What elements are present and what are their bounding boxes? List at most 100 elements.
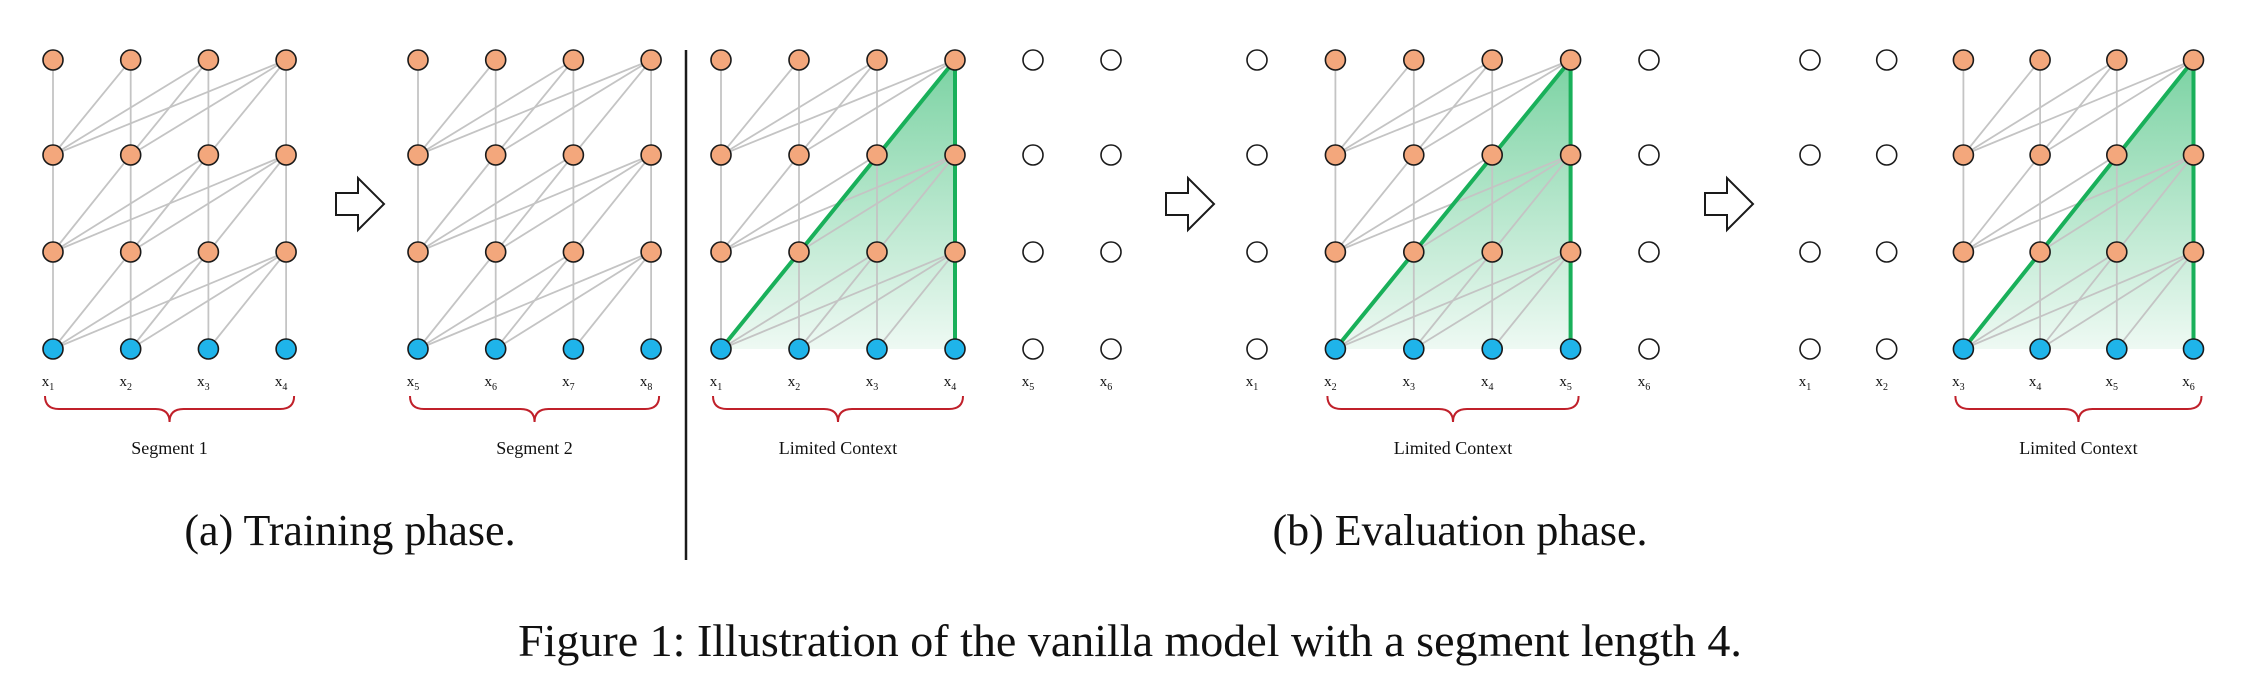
empty-node xyxy=(1101,339,1121,359)
hidden-node xyxy=(1325,242,1345,262)
hidden-node xyxy=(2107,242,2127,262)
edge xyxy=(53,60,286,155)
hidden-node xyxy=(1404,242,1424,262)
hidden-node xyxy=(867,50,887,70)
edge xyxy=(418,252,651,349)
edge xyxy=(208,60,286,155)
empty-node xyxy=(1247,50,1267,70)
dependency-edges xyxy=(418,60,651,349)
hidden-node xyxy=(198,242,218,262)
hidden-node xyxy=(1482,242,1502,262)
edge xyxy=(418,60,496,155)
empty-node xyxy=(1800,242,1820,262)
empty-node xyxy=(1101,242,1121,262)
input-node xyxy=(641,339,661,359)
hidden-node xyxy=(945,50,965,70)
hidden-node xyxy=(2184,145,2204,165)
hidden-node xyxy=(486,242,506,262)
figure-caption: Figure 1: Illustration of the vanilla mo… xyxy=(518,615,1742,666)
hidden-node xyxy=(641,242,661,262)
hidden-node xyxy=(121,242,141,262)
empty-node xyxy=(1101,50,1121,70)
empty-node xyxy=(1877,242,1897,262)
hidden-node xyxy=(867,145,887,165)
token-label: x4 xyxy=(944,374,957,393)
brace-label: Limited Context xyxy=(2019,438,2138,458)
input-node xyxy=(1325,339,1345,359)
hidden-node xyxy=(43,50,63,70)
hidden-node xyxy=(1561,50,1581,70)
empty-node xyxy=(1023,242,1043,262)
token-label: x1 xyxy=(1799,374,1812,393)
edge xyxy=(208,252,286,349)
hidden-node xyxy=(43,242,63,262)
brace-label: Limited Context xyxy=(779,438,898,458)
token-label: x3 xyxy=(1403,374,1416,393)
hidden-node xyxy=(789,242,809,262)
edge xyxy=(53,155,286,252)
hidden-node xyxy=(2184,242,2204,262)
token-label: x6 xyxy=(484,374,497,393)
hidden-node xyxy=(711,145,731,165)
hidden-node xyxy=(1953,50,1973,70)
hidden-node xyxy=(2030,145,2050,165)
panel-eval-step1: x1 x2 x3 x4 x5 x6Limited Context xyxy=(710,50,1121,458)
empty-node xyxy=(1800,50,1820,70)
token-label: x7 xyxy=(562,374,575,393)
empty-node xyxy=(1023,339,1043,359)
token-label: x5 xyxy=(1022,374,1035,393)
token-label: x1 xyxy=(42,374,55,393)
brace-label: Segment 1 xyxy=(131,438,208,458)
hidden-node xyxy=(276,145,296,165)
hidden-node xyxy=(276,242,296,262)
input-node xyxy=(121,339,141,359)
hidden-node xyxy=(563,50,583,70)
edge xyxy=(573,60,651,155)
hidden-node xyxy=(1953,242,1973,262)
hidden-node xyxy=(198,50,218,70)
input-node xyxy=(276,339,296,359)
hidden-node xyxy=(1482,50,1502,70)
input-node xyxy=(563,339,583,359)
hidden-node xyxy=(408,242,428,262)
token-label: x3 xyxy=(866,374,879,393)
segment-brace xyxy=(1955,396,2201,422)
brace-label: Segment 2 xyxy=(496,438,573,458)
edge xyxy=(418,252,496,349)
empty-node xyxy=(1639,242,1659,262)
empty-node xyxy=(1800,145,1820,165)
hidden-node xyxy=(121,50,141,70)
hidden-node xyxy=(408,50,428,70)
hidden-node xyxy=(486,50,506,70)
token-label: x3 xyxy=(1952,374,1965,393)
hidden-node xyxy=(198,145,218,165)
hidden-node xyxy=(945,242,965,262)
input-node xyxy=(945,339,965,359)
input-node xyxy=(2107,339,2127,359)
hidden-node xyxy=(1953,145,1973,165)
token-label: x6 xyxy=(1100,374,1113,393)
hidden-node xyxy=(563,145,583,165)
hidden-node xyxy=(867,242,887,262)
token-label: x6 xyxy=(2182,374,2195,393)
panel-eval-step3: x1 x2 x3 x4 x5 x6Limited Context xyxy=(1799,50,2204,458)
brace-label: Limited Context xyxy=(1394,438,1513,458)
input-node xyxy=(2184,339,2204,359)
empty-node xyxy=(1877,339,1897,359)
input-node xyxy=(1404,339,1424,359)
empty-node xyxy=(1877,145,1897,165)
empty-node xyxy=(1247,145,1267,165)
token-label: x1 xyxy=(1246,374,1259,393)
token-label: x4 xyxy=(275,374,288,393)
hidden-node xyxy=(276,50,296,70)
hidden-node xyxy=(2030,242,2050,262)
hidden-node xyxy=(121,145,141,165)
edge xyxy=(53,60,131,155)
panel-train-seg2: x5 x6 x7 x8Segment 2 xyxy=(407,50,661,458)
edge xyxy=(1335,60,1413,155)
hidden-node xyxy=(2184,50,2204,70)
evaluation-phase-caption: (b) Evaluation phase. xyxy=(1272,506,1647,555)
edge xyxy=(53,252,286,349)
hidden-node xyxy=(711,242,731,262)
hidden-node xyxy=(789,50,809,70)
